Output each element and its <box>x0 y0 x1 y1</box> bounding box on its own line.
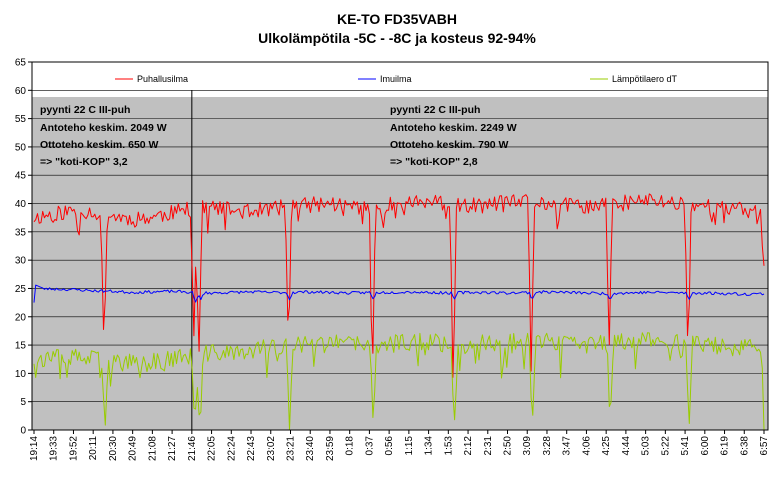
x-tick-label: 23:02 <box>266 436 277 461</box>
y-tick-label: 20 <box>15 312 27 323</box>
plot-top-band <box>32 62 768 97</box>
annotation-right-line-3: Ottoteho keskim. 790 W <box>390 139 509 151</box>
annotation-left-line-4: => "koti-KOP" 3,2 <box>40 156 128 168</box>
x-tick-label: 4:25 <box>601 436 612 456</box>
x-tick-label: 19:33 <box>49 436 60 461</box>
x-tick-label: 2:50 <box>503 436 514 456</box>
legend-label: Lämpötilaero dT <box>612 74 678 84</box>
annotation-right-line-1: pyynti 22 C III-puh <box>390 104 480 116</box>
legend-label: Puhallusilma <box>137 74 188 84</box>
x-tick-label: 0:56 <box>384 436 395 456</box>
x-axis: 19:14 19:33 19:52 20:11 20:30 20:49 21:08 21:27… <box>29 430 770 461</box>
y-tick-label: 55 <box>15 114 27 125</box>
plot-border <box>31 61 769 431</box>
x-tick-label: 6:38 <box>739 436 750 456</box>
x-tick-label: 20:11 <box>88 436 99 461</box>
legend-label: Imuilma <box>380 74 412 84</box>
x-tick-label: 20:30 <box>108 436 119 461</box>
x-tick-label: 21:27 <box>167 436 178 461</box>
annotation-left-line-3: Ottoteho keskim. 650 W <box>40 139 159 151</box>
y-tick-label: 65 <box>15 58 27 69</box>
series-line-3 <box>33 332 765 431</box>
x-tick-label: 1:34 <box>424 436 435 456</box>
x-tick-label: 21:08 <box>147 436 158 461</box>
y-tick-label: 25 <box>15 284 27 295</box>
x-tick-label: 6:00 <box>700 436 711 456</box>
x-tick-label: 23:21 <box>285 436 296 461</box>
x-tick-label: 3:09 <box>522 436 533 456</box>
y-tick-label: 5 <box>20 397 26 408</box>
chart-subtitle: Ulkolämpötila -5C - -8C ja kosteus 92-94… <box>258 30 536 46</box>
x-tick-label: 1:15 <box>404 436 415 456</box>
x-tick-label: 0:18 <box>345 436 356 456</box>
y-tick-label: 50 <box>15 142 27 153</box>
y-axis: 0 5 10 15 20 25 30 35 40 45 50 55 60 65 <box>15 58 32 437</box>
legend: Puhallusilma Imuilma Lämpötilaero dT <box>115 74 678 84</box>
y-tick-label: 15 <box>15 341 27 352</box>
y-tick-label: 60 <box>15 86 27 97</box>
annotation-left: pyynti 22 C III-puh Antoteho keskim. 204… <box>40 104 167 168</box>
x-tick-label: 1:53 <box>443 436 454 456</box>
x-tick-label: 0:37 <box>364 436 375 456</box>
y-tick-label: 30 <box>15 256 27 267</box>
x-tick-label: 6:19 <box>720 436 731 456</box>
series-line-2 <box>33 284 765 303</box>
x-tick-label: 2:31 <box>483 436 494 456</box>
x-tick-label: 5:03 <box>641 436 652 456</box>
x-tick-label: 23:59 <box>325 436 336 461</box>
x-tick-label: 5:41 <box>680 436 691 456</box>
series-line-1 <box>33 193 765 378</box>
y-tick-label: 10 <box>15 369 27 380</box>
x-tick-label: 19:14 <box>29 436 40 461</box>
x-tick-label: 23:40 <box>305 436 316 461</box>
annotation-left-line-2: Antoteho keskim. 2049 W <box>40 122 167 134</box>
plot-background <box>32 97 768 430</box>
y-tick-label: 45 <box>15 171 27 182</box>
series-layer <box>33 193 765 431</box>
x-tick-label: 5:22 <box>660 436 671 456</box>
x-tick-label: 22:05 <box>207 436 218 461</box>
chart-title: KE-TO FD35VABH <box>337 11 457 27</box>
x-tick-label: 2:12 <box>463 436 474 456</box>
x-tick-label: 20:49 <box>128 436 139 461</box>
x-tick-label: 22:43 <box>246 436 257 461</box>
annotation-right-line-4: => "koti-KOP" 2,8 <box>390 156 478 168</box>
annotation-right-line-2: Antoteho keskim. 2249 W <box>390 122 517 134</box>
y-tick-label: 35 <box>15 227 27 238</box>
x-tick-label: 3:47 <box>562 436 573 456</box>
y-tick-label: 40 <box>15 199 27 210</box>
x-tick-label: 3:28 <box>542 436 553 456</box>
x-tick-label: 21:46 <box>187 436 198 461</box>
x-tick-label: 19:52 <box>68 436 79 461</box>
x-tick-label: 6:57 <box>759 436 770 456</box>
x-tick-label: 4:44 <box>621 436 632 456</box>
annotation-right: pyynti 22 C III-puh Antoteho keskim. 224… <box>390 104 517 168</box>
y-tick-label: 0 <box>20 426 26 437</box>
annotation-left-line-1: pyynti 22 C III-puh <box>40 104 130 116</box>
x-tick-label: 22:24 <box>226 436 237 461</box>
x-tick-label: 4:06 <box>581 436 592 456</box>
